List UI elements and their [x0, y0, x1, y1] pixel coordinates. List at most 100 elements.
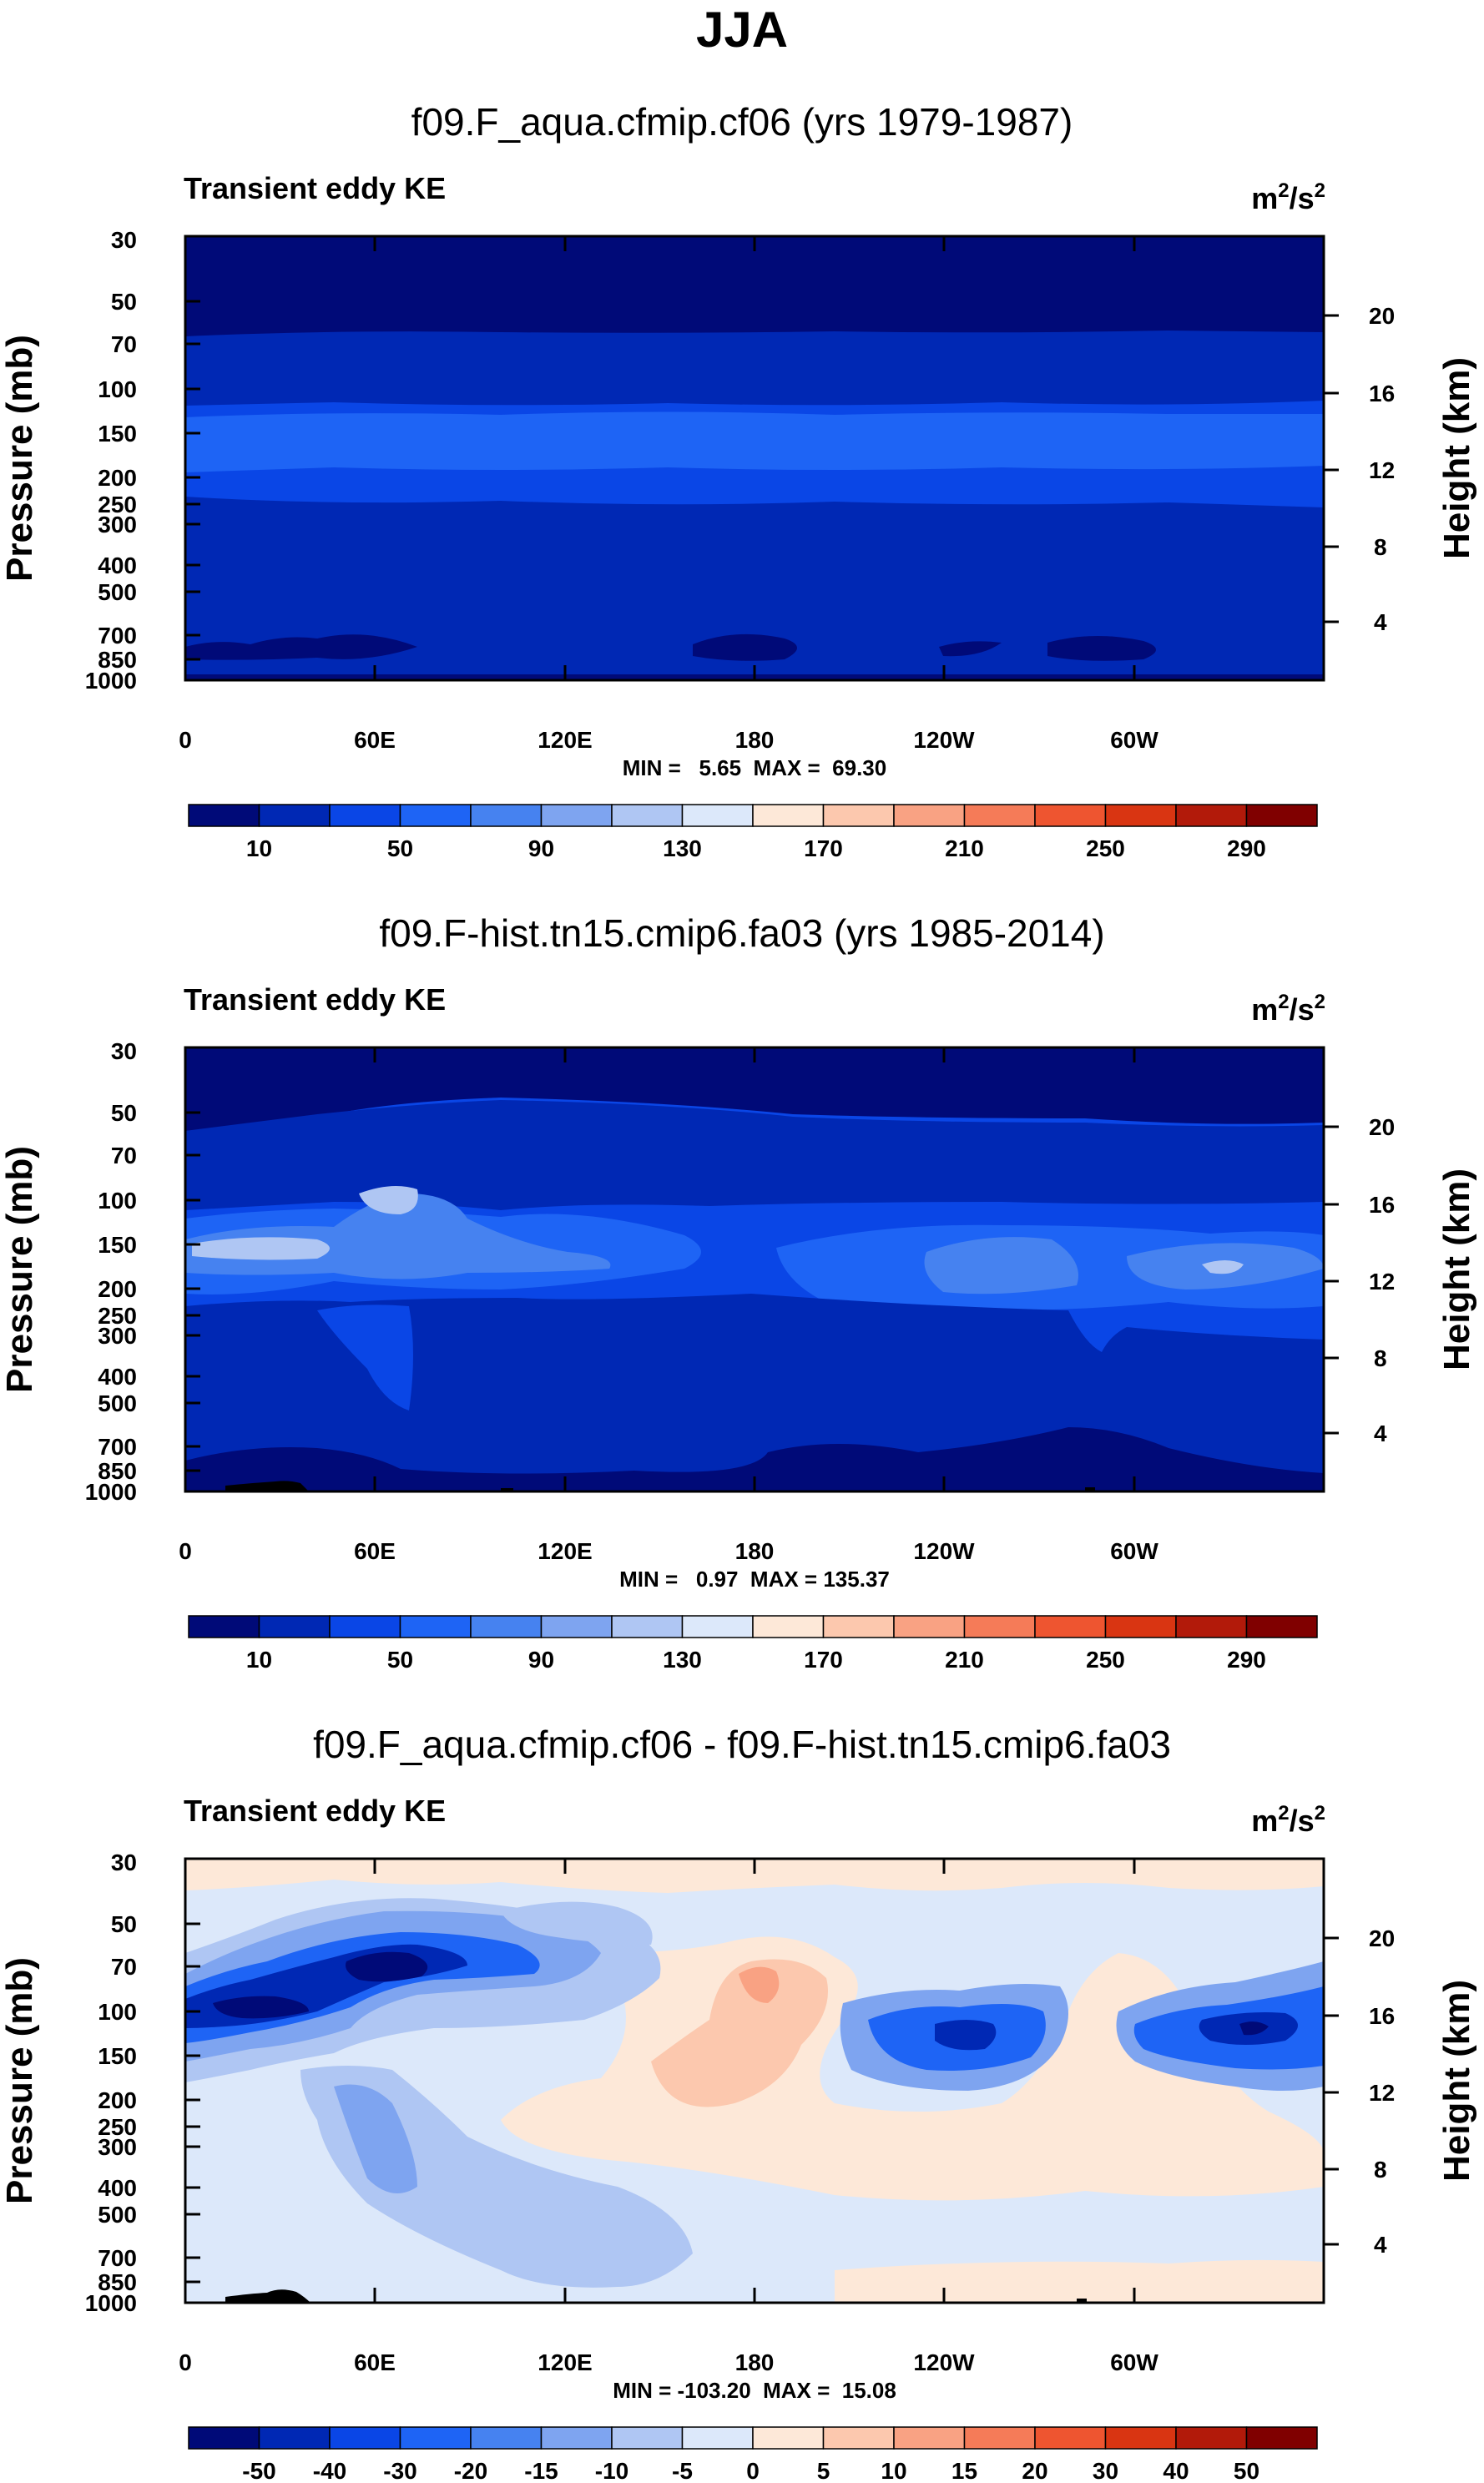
jet-band — [185, 411, 1324, 472]
panel-title: f09.F_aqua.cfmip.cf06 - f09.F-hist.tn15.… — [313, 1723, 1171, 1766]
height-tick-label: 12 — [1369, 457, 1395, 483]
y-tick-label: 30 — [111, 1850, 137, 1875]
colorbar-swatch — [329, 1615, 401, 1638]
units-label: m2/s2 — [1251, 1802, 1325, 1838]
y-tick-label: 700 — [98, 623, 137, 649]
x-tick-label: 60E — [354, 1538, 396, 1564]
y-tick-label: 150 — [98, 2043, 137, 2069]
plot-field — [185, 1859, 1324, 2303]
y-tick-label: 30 — [111, 1038, 137, 1064]
top-positive-band — [185, 1859, 1324, 1893]
y-tick-label: 700 — [98, 2245, 137, 2271]
height-tick-label: 20 — [1369, 1114, 1395, 1140]
y-tick-label: 250 — [98, 1303, 137, 1329]
colorbar-label: 0 — [746, 2458, 760, 2483]
y-tick-label: 100 — [98, 376, 137, 402]
colorbar-swatch — [188, 2426, 260, 2450]
colorbar-label: 20 — [1022, 2458, 1047, 2483]
right-jet-max — [1239, 2021, 1269, 2036]
colorbar-swatch — [470, 1615, 543, 1638]
y-tick-label: 200 — [98, 465, 137, 491]
left-axis: 30 50 70 100 150 200 250 300 400 500 700… — [85, 227, 200, 694]
colorbar-swatch — [611, 1615, 684, 1638]
stratosphere-band — [185, 236, 1324, 341]
x-tick-label: 120W — [913, 2349, 975, 2375]
colorbar-swatch — [681, 2426, 754, 2450]
min-max-label: MIN = 0.97 MAX = 135.37 — [619, 1567, 890, 1592]
height-tick-label: 4 — [1374, 2232, 1387, 2258]
y-tick-label: 100 — [98, 1188, 137, 1214]
right-axis: 20 16 12 8 4 — [1324, 303, 1395, 635]
y-tick-label: 300 — [98, 512, 137, 537]
y-tick-label: 700 — [98, 1434, 137, 1460]
height-tick-label: 16 — [1369, 2003, 1395, 2029]
colorbar-swatch — [329, 2426, 401, 2450]
colorbar-swatch — [399, 1615, 472, 1638]
colorbar-swatch — [611, 2426, 684, 2450]
upper-band — [185, 331, 1324, 406]
colorbar-swatch — [893, 804, 966, 827]
colorbar-label: 210 — [945, 835, 984, 861]
x-tick-label: 180 — [735, 1538, 775, 1564]
colorbar-swatch — [540, 1615, 613, 1638]
left-axis: 30 50 70 100 150 200 250 300 400 500 700… — [85, 1038, 200, 1505]
min-max-label: MIN = 5.65 MAX = 69.30 — [623, 755, 886, 780]
y-tick-label: 150 — [98, 1232, 137, 1258]
y-tick-label: 70 — [111, 1143, 137, 1168]
left-jet-max — [213, 1951, 428, 2019]
plot-field — [185, 236, 1324, 680]
colorbar-swatch — [1104, 2426, 1177, 2450]
x-tick-label: 0 — [179, 2349, 192, 2375]
colorbar-swatch — [1175, 1615, 1248, 1638]
height-tick-label: 20 — [1369, 1925, 1395, 1951]
y-axis-title: Pressure (mb) — [0, 1957, 40, 2204]
colorbar-label: 10 — [246, 1647, 272, 1673]
low-level-max — [185, 633, 1156, 661]
height-tick-label: 12 — [1369, 2080, 1395, 2106]
y-tick-label: 850 — [98, 1458, 137, 1484]
y-axis-title-right: Height (km) — [1436, 357, 1477, 559]
y-tick-label: 400 — [98, 553, 137, 578]
colorbar-swatch — [963, 804, 1036, 827]
panel-title: f09.F_aqua.cfmip.cf06 (yrs 1979-1987) — [411, 100, 1073, 144]
x-tick-label: 120W — [913, 727, 975, 753]
colorbar-label: 50 — [1234, 2458, 1259, 2483]
colorbar-swatch — [893, 2426, 966, 2450]
right-axis: 20 16 12 8 4 — [1324, 1925, 1395, 2258]
y-tick-label: 70 — [111, 1954, 137, 1980]
positive-core — [651, 1959, 828, 2107]
jet-core — [185, 1193, 1324, 1294]
height-tick-label: 12 — [1369, 1269, 1395, 1294]
colorbar-swatch — [1104, 804, 1177, 827]
colorbar-swatch — [1034, 804, 1107, 827]
panel-3: f09.F_aqua.cfmip.cf06 - f09.F-hist.tn15.… — [0, 1723, 1477, 2483]
colorbar-label: 290 — [1227, 1647, 1266, 1673]
colorbar-label: 10 — [881, 2458, 906, 2483]
colorbar-label: 30 — [1093, 2458, 1118, 2483]
colorbar-swatch — [540, 804, 613, 827]
panel-subtitle: Transient eddy KE — [184, 171, 446, 205]
y-tick-label: 30 — [111, 227, 137, 253]
colorbar-swatch — [752, 2426, 825, 2450]
colorbar-label: -5 — [672, 2458, 693, 2483]
colorbar-swatch — [963, 1615, 1036, 1638]
colorbar-label: 130 — [663, 835, 702, 861]
colorbar-label: 250 — [1086, 835, 1125, 861]
x-tick-label: 120E — [538, 1538, 592, 1564]
colorbar: -50 -40 -30 -20 -15 -10 -5 0 5 10 15 20 30 40 50 — [188, 2426, 1318, 2483]
stratosphere-band — [185, 1047, 1324, 1131]
colorbar-swatch — [752, 1615, 825, 1638]
y-tick-label: 500 — [98, 2202, 137, 2228]
positive-mid-region — [501, 1936, 1324, 2201]
panel-subtitle: Transient eddy KE — [184, 982, 446, 1017]
y-tick-label: 850 — [98, 2269, 137, 2295]
colorbar-label: -15 — [524, 2458, 558, 2483]
x-tick-label: 120E — [538, 2349, 592, 2375]
left-axis: 30 50 70 100 150 200 250 300 400 500 700… — [85, 1850, 200, 2316]
colorbar-label: 10 — [246, 835, 272, 861]
y-tick-label: 100 — [98, 1999, 137, 2025]
x-tick-label: 180 — [735, 727, 775, 753]
colorbar-label: 210 — [945, 1647, 984, 1673]
colorbar-swatch — [399, 804, 472, 827]
mid-jet-core — [935, 2020, 997, 2051]
